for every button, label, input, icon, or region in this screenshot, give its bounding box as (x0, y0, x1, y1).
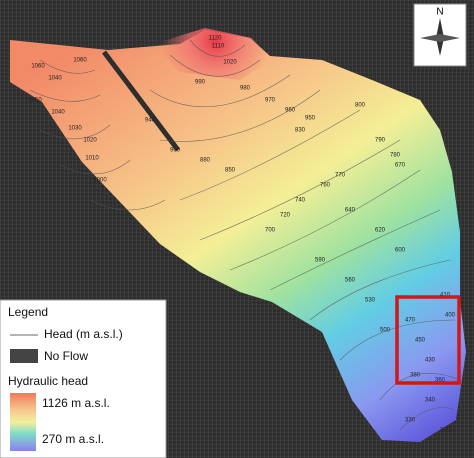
contour-labels: 1120111010601040102010501060104010301020… (28, 36, 455, 434)
contour-label: 770 (335, 173, 346, 179)
legend: Legend Head (m a.s.l.) No Flow Hydraulic… (0, 299, 167, 458)
north-label: N (436, 7, 443, 18)
color-ramp (10, 393, 36, 451)
contour-label: 720 (280, 213, 291, 219)
legend-item: Head (m a.s.l.) (44, 327, 123, 341)
ramp-high: 1126 m a.s.l. (42, 396, 110, 410)
contour-label: 1120 (209, 36, 223, 42)
contour-label: 1010 (85, 156, 99, 162)
contour-label: 450 (415, 338, 426, 344)
contour-label: 430 (425, 358, 436, 364)
no-flow-swatch (10, 349, 38, 363)
contour-label: 1020 (223, 60, 237, 66)
contour-label: 830 (295, 128, 306, 134)
legend-title: Legend (8, 305, 48, 319)
contour-label: 670 (395, 163, 406, 169)
contour-label: 1050 (28, 98, 42, 104)
contour-label: 1060 (73, 58, 87, 64)
contour-label: 1040 (48, 76, 62, 82)
contour-label: 970 (265, 98, 276, 104)
contour-label: 850 (225, 168, 236, 174)
contour-label: 1040 (51, 110, 65, 116)
contour-label: 360 (435, 378, 446, 384)
contour-label: 620 (375, 228, 386, 234)
ramp-title: Hydraulic head (8, 374, 88, 388)
contour-label: 1110 (212, 44, 225, 50)
contour-label: 740 (295, 198, 306, 204)
contour-label: 560 (345, 278, 356, 284)
contour-label: 790 (375, 138, 386, 144)
contour-label: 330 (405, 418, 416, 424)
contour-label: 400 (445, 313, 456, 319)
contour-label: 760 (320, 183, 331, 189)
contour-label: 1030 (68, 126, 82, 132)
model-domain (10, 28, 466, 442)
contour-label: 590 (315, 258, 326, 264)
contour-label: 500 (380, 328, 391, 334)
contour-label: 940 (145, 118, 156, 124)
contour-label: 600 (395, 248, 406, 254)
contour-label: 380 (410, 373, 421, 379)
contour-lines (29, 39, 461, 431)
contour-label: 960 (285, 108, 296, 114)
contour-label: 1000 (93, 178, 107, 184)
contour-label: 700 (265, 228, 276, 234)
contour-label: 530 (365, 298, 376, 304)
contour-label: 640 (345, 208, 356, 214)
contour-label: 880 (200, 158, 211, 164)
ramp-low: 270 m a.s.l. (42, 432, 104, 446)
contour-label: 900 (170, 148, 181, 154)
focus-box (395, 295, 461, 385)
contour-label: 1060 (31, 64, 45, 70)
contour-label: 800 (355, 103, 366, 109)
contour-label: 470 (405, 318, 416, 324)
contour-label: 1020 (83, 138, 97, 144)
contour-label: 780 (390, 153, 401, 159)
contour-label: 950 (305, 116, 316, 122)
legend-item: No Flow (44, 349, 88, 363)
contour-label: 990 (195, 80, 206, 86)
contour-label: 980 (240, 86, 251, 92)
contour-label: 310 (440, 428, 451, 434)
contour-label: 340 (425, 398, 436, 404)
north-arrow: N (413, 3, 467, 67)
